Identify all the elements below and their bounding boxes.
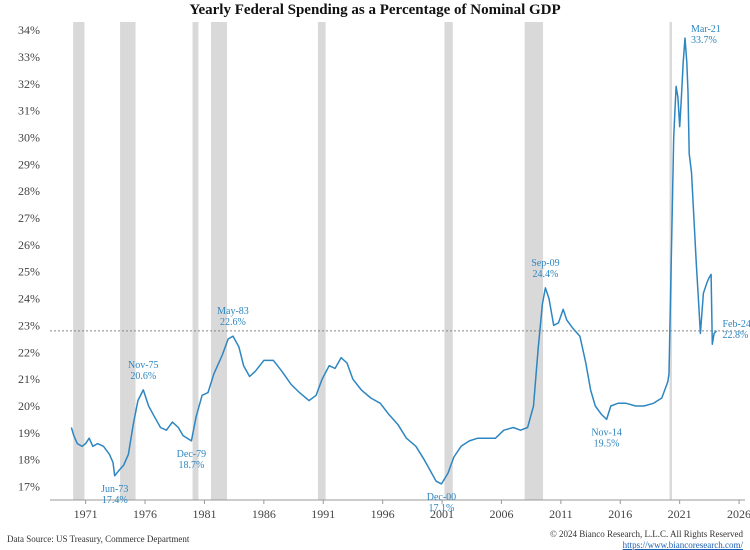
y-tick-label: 18% xyxy=(18,453,40,467)
recession-bands xyxy=(73,22,672,500)
annotation-value: 33.7% xyxy=(691,35,717,46)
y-tick-label: 30% xyxy=(18,130,40,144)
y-tick-label: 21% xyxy=(18,372,40,386)
x-tick-label: 2001 xyxy=(430,507,454,521)
series-line-0 xyxy=(70,37,718,485)
y-axis: 17% 18% 19% 20% 21% 22% 23% 24% 25% 26% 27% 28% 29% 3… xyxy=(18,23,40,494)
annotation-date: May-83 xyxy=(217,306,249,317)
annotation-date: Nov-75 xyxy=(128,360,159,371)
y-tick-label: 24% xyxy=(18,292,40,306)
y-tick-label: 32% xyxy=(18,77,40,91)
series-line-layer xyxy=(70,37,718,485)
recession-band-1 xyxy=(120,22,136,500)
y-tick-label: 31% xyxy=(18,104,40,118)
annotation-value: 24.4% xyxy=(532,269,558,280)
y-tick-label: 20% xyxy=(18,399,40,413)
annotation-date: Dec-00 xyxy=(427,492,456,503)
annotation-date: Sep-09 xyxy=(531,258,559,269)
annotation-date: Jun-73 xyxy=(101,484,128,495)
annotations: Jun-7317.4%Nov-7520.6%Dec-7918.7%May-832… xyxy=(101,24,750,514)
annotation-value: 18.7% xyxy=(178,460,204,471)
recession-band-4 xyxy=(317,22,326,500)
recession-band-3 xyxy=(210,22,228,500)
x-tick-label: 2021 xyxy=(668,507,692,521)
annotation-value: 17.4% xyxy=(102,495,128,506)
x-tick-label: 2006 xyxy=(489,507,513,521)
x-tick-label: 2026 xyxy=(727,507,750,521)
y-tick-label: 26% xyxy=(18,238,40,252)
y-tick-label: 22% xyxy=(18,345,40,359)
chart-title: Yearly Federal Spending as a Percentage … xyxy=(189,2,561,18)
x-tick-label: 2011 xyxy=(549,507,573,521)
y-tick-label: 17% xyxy=(18,480,40,494)
annotation-date: Mar-21 xyxy=(691,24,721,35)
x-tick-label: 2016 xyxy=(608,507,632,521)
x-tick-label: 1971 xyxy=(74,507,98,521)
x-tick-label: 1986 xyxy=(252,507,276,521)
y-tick-label: 29% xyxy=(18,157,40,171)
recession-band-5 xyxy=(444,22,453,500)
recession-band-2 xyxy=(192,22,199,500)
x-tick-label: 1981 xyxy=(192,507,216,521)
recession-band-0 xyxy=(73,22,85,500)
y-tick-label: 27% xyxy=(18,211,40,225)
x-tick-label: 1991 xyxy=(311,507,335,521)
annotation-date: Dec-79 xyxy=(177,449,206,460)
data-source-note: Data Source: US Treasury, Commerce Depar… xyxy=(7,534,190,544)
x-axis: 1971 1976 1981 1986 1991 1996 2001 2006 2011 2016… xyxy=(50,499,750,521)
annotation-value: 22.6% xyxy=(220,317,246,328)
x-tick-label: 1996 xyxy=(371,507,395,521)
website-link[interactable]: https://www.biancoresearch.com/ xyxy=(622,540,743,550)
copyright-note: © 2024 Bianco Research, L.L.C. All Right… xyxy=(549,529,743,539)
y-tick-label: 28% xyxy=(18,184,40,198)
x-tick-label: 1976 xyxy=(133,507,157,521)
y-tick-label: 25% xyxy=(18,265,40,279)
annotation-date: Nov-14 xyxy=(591,427,622,438)
y-tick-label: 33% xyxy=(18,50,40,64)
annotation-value: 17.1% xyxy=(429,503,455,514)
y-tick-label: 34% xyxy=(18,23,40,37)
annotation-value: 19.5% xyxy=(594,438,620,449)
y-tick-label: 23% xyxy=(18,318,40,332)
annotation-value: 22.8% xyxy=(722,330,748,341)
annotation-date: Feb-24 xyxy=(722,319,750,330)
annotation-value: 20.6% xyxy=(130,371,156,382)
recession-band-6 xyxy=(524,22,544,500)
y-tick-label: 19% xyxy=(18,426,40,440)
